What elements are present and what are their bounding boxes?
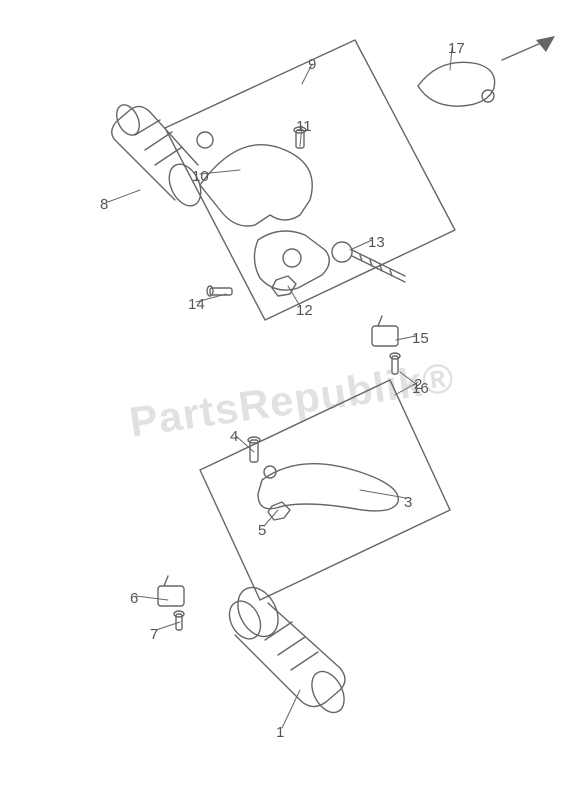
brake-switch-screw: [174, 611, 184, 630]
clutch-switch-screw: [390, 353, 400, 374]
lever-cover: [418, 62, 495, 106]
callout-6: 6: [130, 590, 138, 607]
brake-switch: [158, 576, 184, 606]
callout-17: 17: [448, 40, 465, 57]
callout-16: 16: [412, 380, 429, 397]
leader-lines: [108, 48, 452, 728]
holder-bolt: [207, 286, 232, 296]
throttle-grip: [223, 581, 350, 718]
callout-3: 3: [404, 494, 412, 511]
callout-15: 15: [412, 330, 429, 347]
callout-10: 10: [192, 168, 209, 185]
clutch-lever: [197, 132, 312, 226]
callout-7: 7: [150, 626, 158, 643]
callout-14: 14: [188, 296, 205, 313]
callout-5: 5: [258, 522, 266, 539]
clutch-holder-bracket: [254, 231, 329, 290]
left-grip: [112, 101, 207, 211]
callout-8: 8: [100, 196, 108, 213]
callout-11: 11: [296, 118, 312, 135]
direction-arrow: [502, 36, 555, 60]
callout-1: 1: [276, 724, 284, 741]
callout-12: 12: [296, 302, 313, 319]
callout-13: 13: [368, 234, 385, 251]
diagram-svg: [0, 0, 584, 800]
lever-pivot-bolt-lower: [248, 437, 260, 462]
callout-4: 4: [230, 428, 238, 445]
lower-assembly-panel: [200, 380, 450, 600]
clutch-switch: [372, 316, 398, 346]
callout-9: 9: [308, 56, 316, 73]
diagram-container: { "diagram": { "type": "exploded-parts-d…: [0, 0, 584, 800]
